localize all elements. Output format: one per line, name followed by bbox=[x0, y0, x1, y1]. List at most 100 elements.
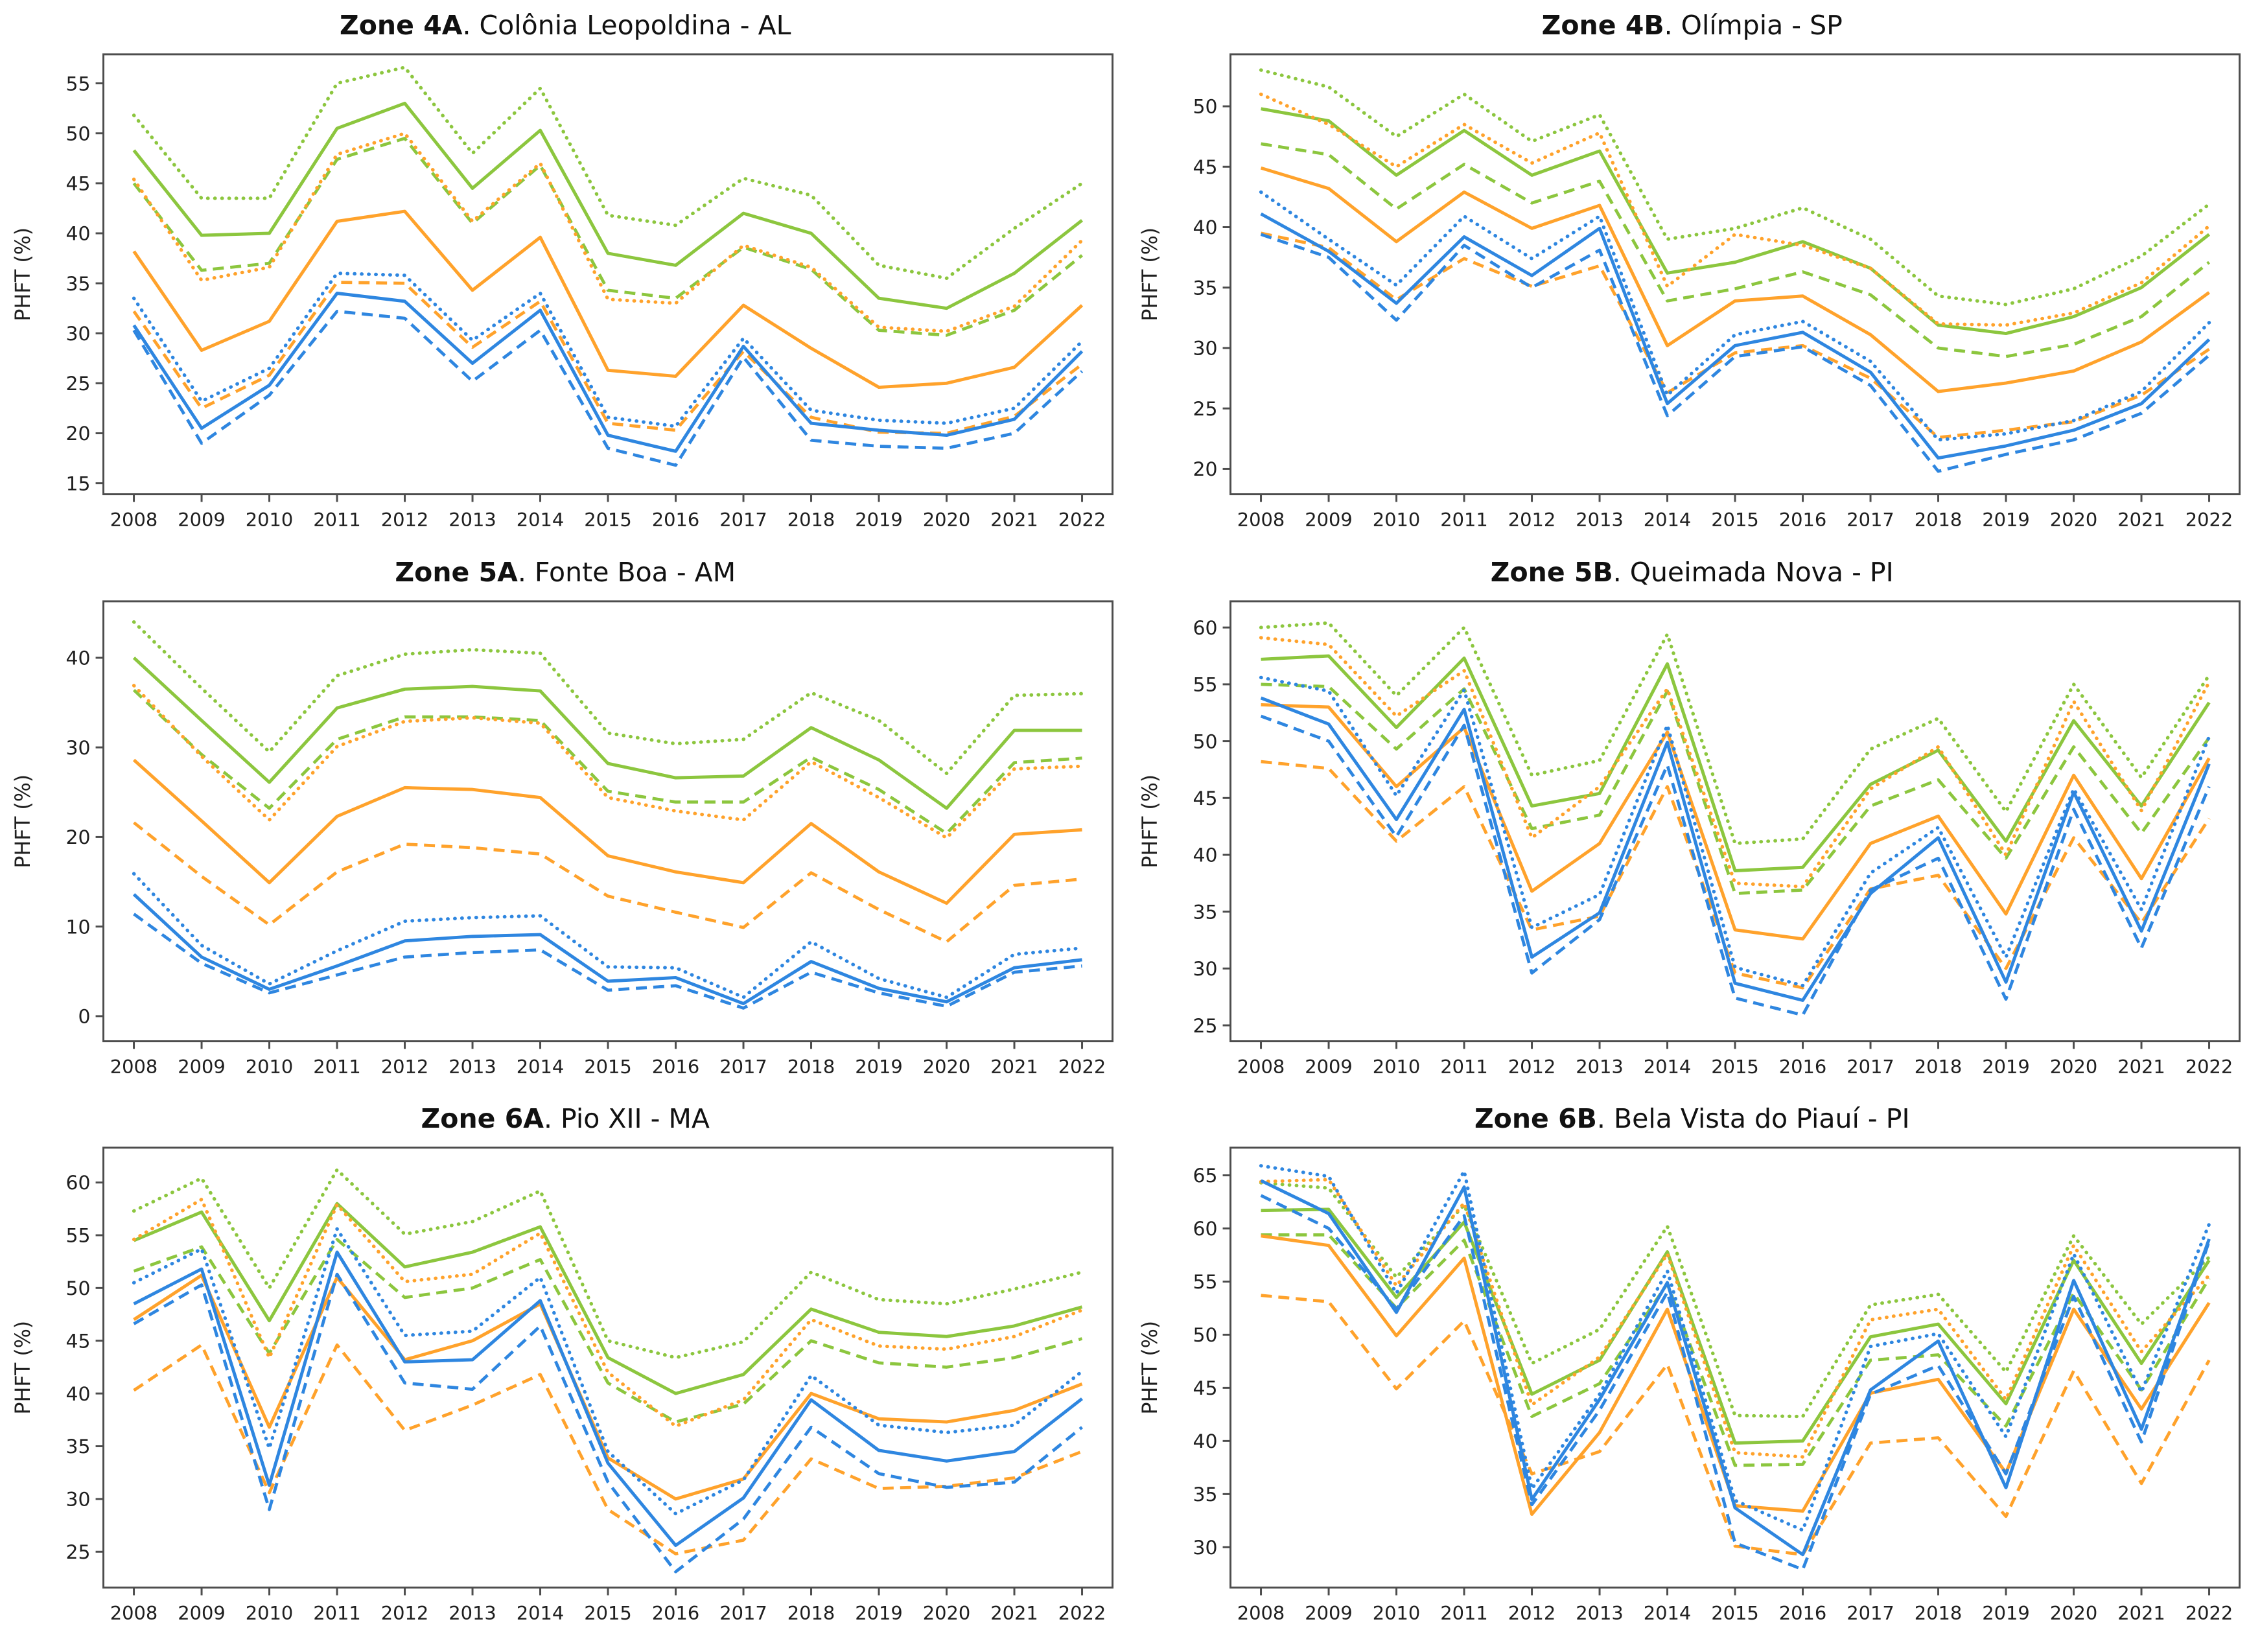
y-tick-label: 40 bbox=[1193, 216, 1217, 239]
plot-area bbox=[1230, 54, 2240, 494]
series-blue-dotted bbox=[1259, 1164, 2211, 1533]
x-tick-label: 2010 bbox=[246, 1603, 294, 1625]
x-tick-label: 2022 bbox=[2185, 1603, 2233, 1625]
x-tick-label: 2008 bbox=[110, 1056, 158, 1078]
x-tick-label: 2008 bbox=[1237, 1603, 1285, 1625]
series-green-dashed bbox=[132, 137, 1084, 337]
y-tick-label: 40 bbox=[66, 647, 91, 669]
panel-title-location: . Fonte Boa - AM bbox=[517, 556, 736, 588]
x-tick-label: 2010 bbox=[246, 1056, 294, 1078]
y-tick-label: 60 bbox=[1193, 1218, 1217, 1241]
y-axis-label: PHFT (%) bbox=[12, 774, 35, 868]
y-tick-label: 15 bbox=[66, 472, 91, 495]
x-tick-label: 2008 bbox=[110, 509, 158, 531]
x-tick-label: 2013 bbox=[449, 1603, 496, 1625]
x-tick-label: 2015 bbox=[1711, 509, 1759, 531]
panel-title: Zone 4B. Olímpia - SP bbox=[1134, 5, 2252, 45]
series-blue-solid bbox=[1259, 1179, 2211, 1557]
x-tick-label: 2013 bbox=[449, 509, 496, 531]
panel-zone-6b: Zone 6B. Bela Vista do Piauí - PI 30 35 40… bbox=[1134, 1099, 2252, 1646]
series-green-dotted bbox=[1259, 621, 2211, 845]
y-tick-label: 30 bbox=[1193, 338, 1217, 360]
series-orange-dashed bbox=[133, 821, 1082, 944]
x-tick-label: 2021 bbox=[2117, 1056, 2165, 1078]
series-blue-solid bbox=[132, 292, 1084, 453]
x-tick-label: 2022 bbox=[1058, 1056, 1106, 1078]
series-blue-dotted bbox=[132, 271, 1084, 428]
x-tick-label: 2016 bbox=[652, 509, 700, 531]
y-tick-label: 40 bbox=[66, 1383, 91, 1406]
series-orange-dashed bbox=[132, 281, 1083, 435]
x-tick-label: 2014 bbox=[1643, 509, 1691, 531]
panel-title: Zone 4A. Colônia Leopoldina - AL bbox=[6, 5, 1124, 45]
x-tick-label: 2020 bbox=[923, 1603, 971, 1625]
x-tick-label: 2016 bbox=[1778, 1056, 1826, 1078]
x-tick-label: 2014 bbox=[517, 509, 565, 531]
series-orange-dashed bbox=[133, 1344, 1083, 1556]
series-blue-dotted bbox=[1259, 675, 2211, 987]
series-blue-solid bbox=[133, 1250, 1084, 1548]
series-orange-solid bbox=[1260, 703, 2211, 940]
x-tick-label: 2022 bbox=[1058, 1603, 1106, 1625]
x-tick-label: 2012 bbox=[381, 509, 429, 531]
line-chart-zone-4a: 15 20 25 30 35 40 45 50 55 2008 2009 2010 2011 2012 20… bbox=[12, 53, 1114, 531]
x-tick-label: 2020 bbox=[923, 1056, 971, 1078]
y-tick-label: 20 bbox=[66, 423, 91, 445]
x-tick-label: 2008 bbox=[1237, 509, 1285, 531]
line-chart-zone-6b: 30 35 40 45 50 55 60 65 2008 2009 2010 2011 2012 2013… bbox=[1138, 1146, 2241, 1625]
panel-title-zone: Zone 4B bbox=[1541, 10, 1664, 41]
plot-area bbox=[1230, 1148, 2240, 1588]
series-green-dashed bbox=[132, 688, 1082, 835]
x-tick-label: 2015 bbox=[584, 509, 632, 531]
series-blue-dotted bbox=[132, 1227, 1084, 1516]
series-orange-dashed bbox=[1260, 1294, 2211, 1557]
series-orange-dotted bbox=[1259, 1178, 2211, 1459]
x-tick-label: 2021 bbox=[990, 509, 1038, 531]
panel-title-zone: Zone 5B bbox=[1490, 556, 1613, 588]
y-tick-label: 45 bbox=[66, 173, 91, 196]
series-orange-dotted bbox=[1259, 92, 2211, 327]
y-tick-label: 25 bbox=[1193, 1015, 1217, 1038]
series-blue-dashed bbox=[132, 309, 1084, 467]
y-tick-label: 35 bbox=[66, 1436, 91, 1459]
plot-frame bbox=[1229, 1146, 2241, 1589]
series-orange-solid bbox=[1260, 166, 2210, 393]
y-tick-label: 40 bbox=[1193, 844, 1217, 867]
y-tick-label: 60 bbox=[66, 1172, 91, 1195]
plot-frame bbox=[102, 53, 1114, 496]
x-tick-label: 2017 bbox=[719, 509, 767, 531]
y-tick-label: 25 bbox=[66, 1541, 91, 1564]
series-green-solid bbox=[132, 101, 1084, 310]
x-tick-label: 2009 bbox=[1305, 1056, 1353, 1078]
x-tick-label: 2018 bbox=[1914, 1056, 1962, 1078]
x-tick-label: 2018 bbox=[787, 1603, 835, 1625]
panel-zone-5b: Zone 5B. Queimada Nova - PI 25 30 35 40 45 50… bbox=[1134, 552, 2252, 1099]
series-green-dashed bbox=[133, 1238, 1083, 1424]
y-axis-label: PHFT (%) bbox=[1138, 774, 1161, 868]
panel-zone-6a: Zone 6A. Pio XII - MA 25 30 35 40 45 50 55 60 20… bbox=[6, 1099, 1124, 1646]
series-blue-dashed bbox=[1260, 1194, 2211, 1572]
x-tick-label: 2014 bbox=[517, 1603, 565, 1625]
plot-frame bbox=[1229, 53, 2241, 496]
x-tick-label: 2018 bbox=[787, 509, 835, 531]
x-tick-label: 2015 bbox=[584, 1603, 632, 1625]
x-tick-label: 2021 bbox=[2117, 509, 2165, 531]
y-tick-label: 30 bbox=[1193, 958, 1217, 981]
y-tick-label: 35 bbox=[1193, 1483, 1217, 1506]
panel-title-zone: Zone 4A bbox=[340, 10, 463, 41]
panel-title-location: . Queimada Nova - PI bbox=[1613, 556, 1894, 588]
x-tick-label: 2017 bbox=[1846, 1056, 1894, 1078]
panel-title: Zone 5A. Fonte Boa - AM bbox=[6, 552, 1124, 592]
series-green-dashed bbox=[1260, 682, 2210, 895]
x-tick-label: 2012 bbox=[381, 1603, 429, 1625]
x-tick-label: 2016 bbox=[652, 1603, 700, 1625]
y-tick-label: 10 bbox=[66, 916, 91, 938]
x-tick-label: 2017 bbox=[1846, 1603, 1894, 1625]
x-tick-label: 2017 bbox=[1846, 509, 1894, 531]
x-tick-label: 2011 bbox=[1440, 1603, 1488, 1625]
y-tick-label: 35 bbox=[1193, 277, 1217, 300]
y-tick-label: 50 bbox=[1193, 96, 1217, 119]
series-green-solid bbox=[133, 1202, 1083, 1395]
x-tick-label: 2021 bbox=[990, 1056, 1038, 1078]
x-tick-label: 2010 bbox=[1372, 509, 1420, 531]
